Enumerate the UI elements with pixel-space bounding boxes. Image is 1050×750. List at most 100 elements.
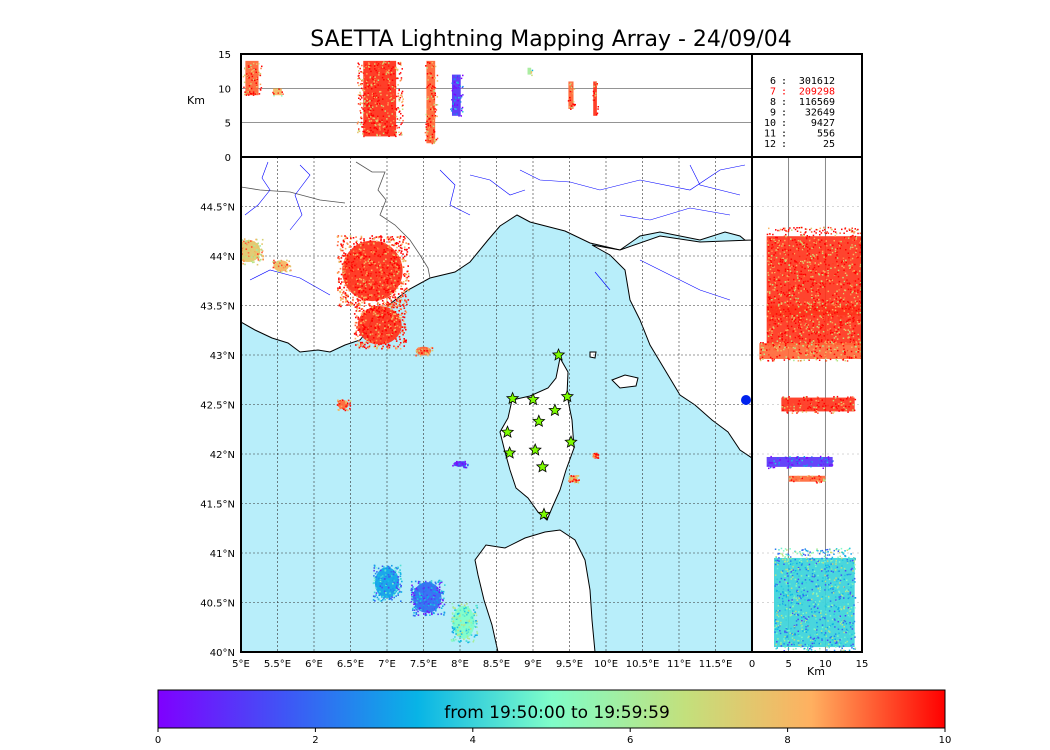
map-source-point — [455, 633, 457, 635]
lat-alt-source-point — [773, 346, 776, 348]
map-source-point — [373, 591, 376, 594]
lat-alt-source-point — [793, 293, 795, 295]
lat-alt-source-point — [846, 320, 848, 323]
lat-alt-source-point — [782, 405, 785, 408]
lat-alt-source-point — [841, 260, 843, 262]
lat-alt-source-point — [813, 237, 816, 240]
map-source-point — [238, 259, 240, 261]
lat-alt-source-point — [849, 324, 851, 327]
map-x-tick-label: 9.5°E — [556, 659, 583, 670]
lat-alt-source-point — [785, 457, 788, 459]
lat-alt-source-point — [813, 637, 816, 640]
map-source-point — [392, 577, 395, 579]
alt-lon-source-point — [371, 115, 373, 117]
alt-lon-source-point — [379, 84, 382, 87]
map-source-point — [399, 305, 402, 307]
lat-alt-source-point — [806, 235, 808, 237]
lat-alt-source-point — [845, 631, 847, 634]
map-source-point — [396, 584, 398, 587]
lat-alt-source-point — [815, 347, 817, 350]
map-source-point — [248, 250, 250, 252]
map-source-point — [394, 570, 397, 572]
alt-lon-source-point — [358, 72, 360, 74]
lat-alt-source-point — [841, 628, 844, 631]
map-source-point — [379, 582, 381, 584]
alt-lon-source-point — [430, 137, 432, 140]
lat-alt-source-point — [845, 307, 847, 309]
alt-lon-source-point — [391, 79, 394, 81]
map-source-point — [243, 249, 246, 251]
map-source-point — [375, 298, 377, 300]
map-source-point — [234, 246, 236, 248]
lat-alt-source-point — [776, 608, 778, 611]
lat-alt-source-point — [803, 233, 805, 236]
lat-alt-source-point — [814, 634, 816, 636]
lat-alt-source-point — [784, 346, 786, 349]
alt-lon-source-point — [376, 103, 379, 105]
lat-alt-source-point — [822, 324, 824, 327]
map-source-point — [381, 347, 384, 349]
lat-alt-source-point — [772, 326, 774, 328]
lat-alt-source-point — [853, 296, 856, 299]
alt-lon-source-point — [430, 90, 432, 92]
lat-alt-source-point — [770, 455, 772, 458]
map-source-point — [383, 288, 385, 290]
map-source-point — [379, 315, 382, 318]
alt-lon-source-point — [244, 92, 247, 95]
alt-lon-source-point — [362, 108, 364, 110]
map-source-point — [442, 599, 444, 602]
alt-lon-source-point — [402, 119, 404, 122]
lat-alt-source-point — [828, 630, 830, 632]
alt-lon-source-point — [424, 131, 427, 134]
lat-alt-source-point — [838, 289, 840, 291]
lat-alt-source-point — [808, 579, 811, 581]
lat-alt-source-point — [778, 549, 780, 551]
alt-lon-source-point — [250, 93, 253, 95]
lat-alt-source-point — [833, 353, 836, 356]
lat-alt-source-point — [798, 458, 800, 461]
lat-alt-source-point — [857, 349, 859, 352]
lat-alt-source-point — [787, 570, 789, 573]
lat-alt-source-point — [841, 409, 843, 411]
alt-lon-source-point — [392, 66, 394, 68]
alt-lon-source-point — [252, 62, 255, 65]
map-source-point — [393, 345, 395, 348]
lat-alt-source-point — [767, 310, 770, 313]
lat-alt-source-point — [797, 297, 799, 300]
source-count-stations: 6 — [770, 76, 776, 87]
lat-alt-source-point — [789, 328, 791, 331]
alt-lon-source-point — [382, 115, 385, 117]
lat-alt-source-point — [821, 639, 823, 641]
alt-lon-source-point — [258, 73, 261, 76]
lat-alt-source-point — [800, 404, 802, 407]
lat-alt-source-point — [829, 341, 832, 344]
map-source-point — [456, 626, 459, 629]
map-source-point — [389, 236, 392, 239]
map-source-point — [393, 579, 395, 582]
lat-alt-source-point — [859, 299, 861, 301]
lat-alt-source-point — [788, 229, 790, 231]
map-source-point — [397, 345, 399, 348]
lat-alt-source-point — [797, 321, 800, 323]
lat-alt-source-point — [838, 398, 841, 401]
lat-alt-source-point — [779, 342, 781, 344]
alt-lon-source-point — [434, 115, 437, 117]
lat-alt-source-point — [803, 247, 806, 249]
alt-lon-source-point — [249, 87, 251, 90]
alt-lon-source-point — [436, 115, 438, 118]
alt-lon-source-point — [433, 103, 436, 106]
lat-alt-source-point — [826, 310, 828, 312]
map-source-point — [395, 299, 398, 302]
alt-lon-source-point — [570, 82, 572, 85]
lat-alt-source-point — [824, 302, 827, 305]
map-source-point — [341, 288, 343, 291]
alt-lon-source-point — [379, 134, 381, 137]
map-source-point — [375, 576, 377, 578]
alt-lon-source-point — [387, 102, 389, 104]
lat-alt-source-point — [811, 290, 813, 293]
map-source-point — [378, 327, 380, 330]
map-source-point — [377, 331, 380, 334]
map-source-point — [380, 276, 383, 279]
lat-alt-source-point — [776, 284, 778, 287]
lat-alt-source-point — [762, 349, 764, 351]
